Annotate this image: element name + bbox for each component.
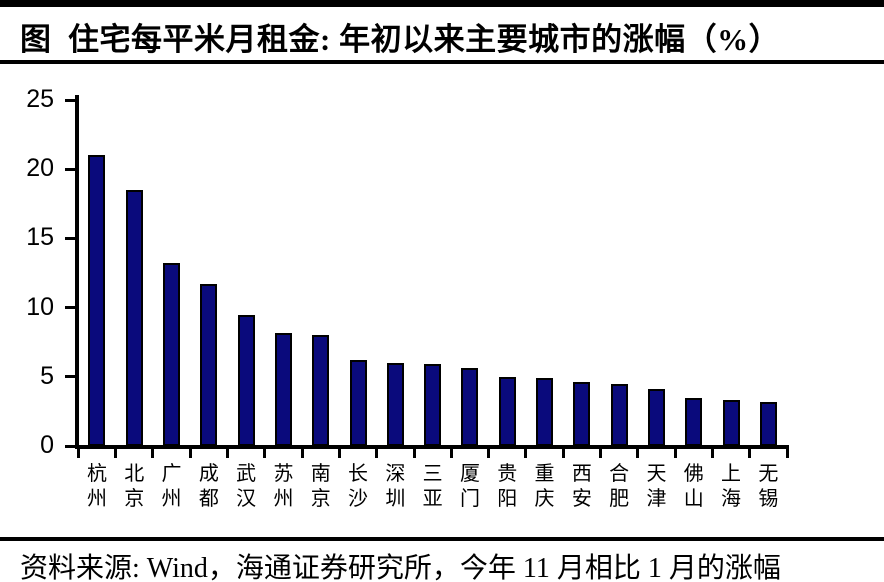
city-label: 无 锡 bbox=[758, 463, 779, 510]
bar bbox=[200, 284, 218, 446]
bar bbox=[461, 368, 479, 446]
x-tick bbox=[263, 449, 267, 458]
bar bbox=[536, 378, 554, 446]
y-tick-label: 5 bbox=[40, 361, 54, 390]
city-label: 西 安 bbox=[571, 463, 592, 510]
bar bbox=[685, 397, 703, 446]
bar bbox=[349, 360, 367, 446]
x-tick bbox=[561, 449, 565, 458]
bar bbox=[237, 314, 255, 446]
title-divider bbox=[0, 60, 884, 64]
bar bbox=[125, 189, 143, 446]
y-tick-label: 25 bbox=[26, 84, 54, 113]
figure-title: 图 住宅每平米月租金: 年初以来主要城市的涨幅（%） bbox=[20, 22, 781, 57]
city-label: 南 京 bbox=[310, 463, 331, 510]
x-tick bbox=[188, 449, 192, 458]
bar bbox=[722, 400, 740, 446]
x-tick bbox=[524, 449, 528, 458]
city-label: 杭 州 bbox=[86, 463, 107, 510]
x-tick bbox=[375, 449, 379, 458]
city-label: 武 汉 bbox=[236, 463, 257, 510]
city-label: 苏 州 bbox=[273, 463, 294, 510]
top-rule bbox=[0, 0, 884, 7]
y-tick bbox=[65, 444, 75, 448]
bar bbox=[88, 155, 106, 446]
source-note: 资料来源: Wind，海通证券研究所，今年 11 月相比 1 月的涨幅 bbox=[20, 553, 781, 582]
bar bbox=[424, 364, 442, 446]
bar bbox=[610, 383, 628, 446]
city-label: 贵 阳 bbox=[497, 463, 518, 510]
x-tick bbox=[487, 449, 491, 458]
x-tick bbox=[748, 449, 752, 458]
city-label: 上 海 bbox=[721, 463, 742, 510]
x-tick bbox=[636, 449, 640, 458]
x-tick bbox=[710, 449, 714, 458]
y-tick bbox=[65, 306, 75, 310]
city-label: 合 肥 bbox=[609, 463, 630, 510]
bar bbox=[647, 389, 665, 446]
bar bbox=[312, 335, 330, 446]
y-tick bbox=[65, 375, 75, 379]
y-tick bbox=[65, 98, 75, 102]
city-label: 广 州 bbox=[161, 463, 182, 510]
y-axis bbox=[75, 95, 79, 449]
city-label: 三 亚 bbox=[422, 463, 443, 510]
x-tick bbox=[449, 449, 453, 458]
y-tick-label: 0 bbox=[40, 430, 54, 459]
x-tick bbox=[300, 449, 304, 458]
x-tick bbox=[114, 449, 118, 458]
x-tick bbox=[226, 449, 229, 458]
x-tick bbox=[785, 449, 789, 458]
city-label: 北 京 bbox=[124, 463, 145, 510]
city-label: 长 沙 bbox=[348, 463, 369, 510]
city-label: 深 圳 bbox=[385, 463, 406, 510]
city-label: 厦 门 bbox=[459, 463, 480, 510]
y-tick bbox=[65, 236, 75, 240]
footer-divider bbox=[0, 537, 884, 541]
city-label: 重 庆 bbox=[534, 463, 555, 510]
y-tick-label: 15 bbox=[26, 223, 54, 252]
y-tick-label: 20 bbox=[26, 154, 54, 183]
city-label: 佛 山 bbox=[683, 463, 704, 510]
bar bbox=[759, 401, 777, 446]
bar-chart: 0 5 10 15 20 25 杭 州北 京广 州成 都武 汉苏 州南 京长 沙深 圳三 亚… bbox=[0, 64, 884, 534]
x-tick bbox=[151, 449, 155, 458]
x-tick bbox=[673, 449, 677, 458]
y-tick-label: 10 bbox=[26, 292, 54, 321]
bar bbox=[498, 376, 516, 446]
y-tick bbox=[65, 167, 75, 171]
city-label: 天 津 bbox=[646, 463, 667, 510]
x-axis bbox=[75, 445, 789, 449]
bar bbox=[163, 263, 181, 446]
city-label: 成 都 bbox=[198, 463, 219, 510]
x-tick bbox=[76, 449, 80, 458]
bar bbox=[274, 332, 292, 446]
bar bbox=[386, 362, 404, 446]
x-tick bbox=[599, 449, 602, 458]
bar bbox=[573, 382, 591, 446]
x-tick bbox=[412, 449, 416, 458]
x-tick bbox=[337, 449, 341, 458]
